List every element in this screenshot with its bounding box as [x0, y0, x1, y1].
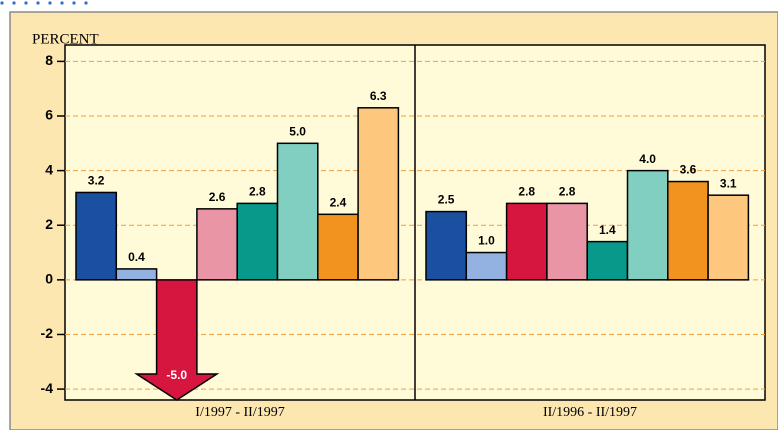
- bar: [276, 142, 319, 281]
- y-tick-label: -4: [41, 380, 54, 396]
- y-axis-label: PERCENT: [32, 31, 99, 47]
- value-label: 1.4: [599, 223, 616, 237]
- value-label: -5.0: [166, 368, 187, 382]
- value-label: 6.3: [370, 89, 387, 103]
- bar: [546, 202, 588, 281]
- bar: [707, 194, 750, 281]
- value-label: 2.4: [330, 195, 347, 209]
- value-label: 3.2: [88, 174, 105, 188]
- bar: [317, 213, 359, 281]
- bar: [626, 169, 669, 281]
- y-tick-label: 8: [45, 52, 53, 68]
- value-label: 1.0: [478, 234, 495, 248]
- y-tick-label: 2: [45, 216, 53, 232]
- value-label: 0.4: [128, 250, 145, 264]
- y-tick-label: -2: [41, 325, 54, 341]
- value-label: 5.0: [289, 124, 306, 138]
- bar: [667, 180, 709, 281]
- x-tick-label: I/1997 - II/1997: [195, 405, 284, 420]
- bar: [465, 251, 508, 281]
- bar: [134, 279, 220, 401]
- bar: [425, 210, 468, 281]
- y-tick-label: 0: [45, 271, 53, 287]
- bar: [196, 208, 238, 281]
- y-tick-label: 4: [45, 161, 53, 177]
- value-label: 2.8: [518, 185, 535, 199]
- bar: [357, 107, 400, 281]
- x-tick-label: II/1996 - II/1997: [543, 405, 637, 420]
- value-label: 2.6: [209, 190, 226, 204]
- bar: [586, 240, 629, 281]
- value-label: 3.6: [680, 163, 697, 177]
- bar: [75, 191, 118, 281]
- bar: [505, 202, 548, 281]
- value-label: 2.5: [438, 193, 455, 207]
- bar: [236, 202, 279, 281]
- value-label: 2.8: [249, 185, 266, 199]
- bar: [115, 268, 158, 281]
- dot-decoration: [0, 1, 88, 5]
- value-label: 4.0: [639, 152, 656, 166]
- value-label: 3.1: [720, 176, 737, 190]
- y-tick-label: 6: [45, 107, 53, 123]
- value-label: 2.8: [559, 185, 576, 199]
